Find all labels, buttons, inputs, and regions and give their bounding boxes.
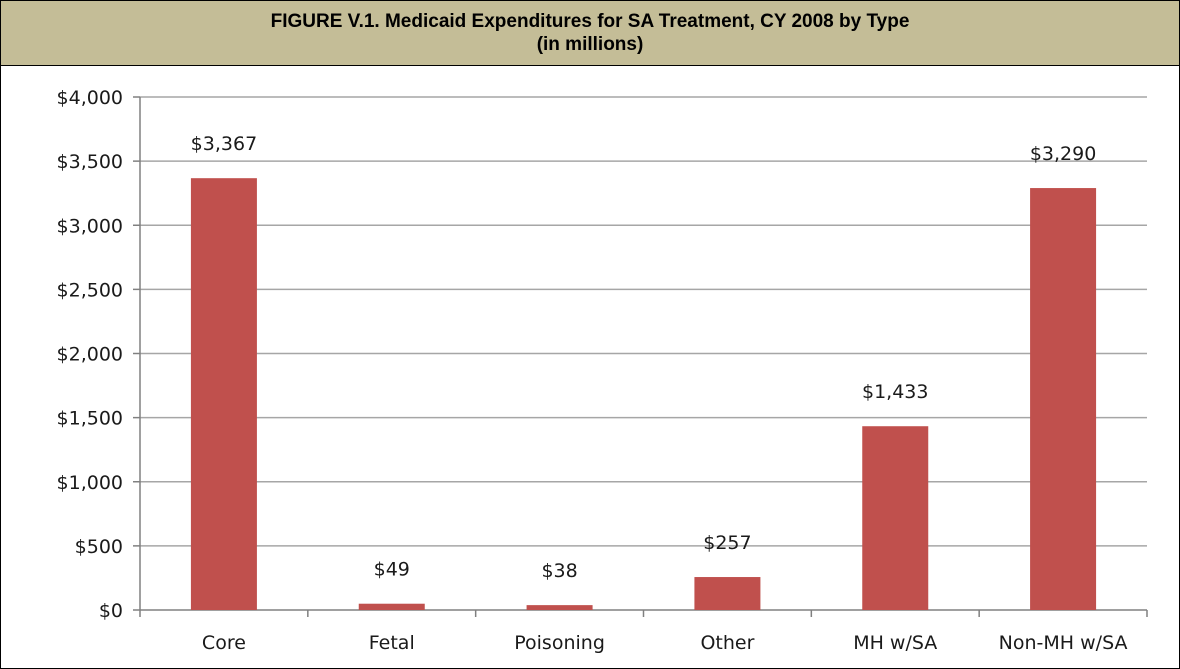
bar — [694, 577, 761, 610]
data-label: $257 — [703, 532, 751, 554]
data-label: $1,433 — [862, 381, 928, 403]
x-tick-label: Other — [700, 632, 754, 654]
y-tick-label: $3,000 — [57, 215, 123, 237]
y-tick-label: $1,000 — [57, 472, 123, 494]
x-tick-label: Fetal — [369, 632, 415, 654]
data-label: $38 — [541, 560, 577, 582]
figure-title: FIGURE V.1. Medicaid Expenditures for SA… — [270, 11, 910, 32]
data-label: $49 — [374, 559, 410, 581]
x-tick-label: Core — [202, 632, 246, 654]
x-tick-label: MH w/SA — [853, 632, 937, 654]
y-tick-label: $3,500 — [57, 151, 123, 173]
bar — [526, 605, 593, 610]
y-tick-label: $2,500 — [57, 279, 123, 301]
figure-subtitle: (in millions) — [536, 34, 644, 55]
bar — [1030, 188, 1097, 610]
y-tick-label: $0 — [99, 600, 123, 622]
data-label: $3,290 — [1030, 143, 1096, 165]
bar — [358, 603, 425, 610]
data-label: $3,367 — [191, 133, 257, 155]
bar — [190, 178, 257, 610]
x-tick-label: Non-MH w/SA — [999, 632, 1128, 654]
y-tick-label: $4,000 — [57, 87, 123, 109]
bar-chart: $0 $500 $1,000 $1,500 $2,000 $2,500 $3,000 $3,5… — [57, 87, 1148, 654]
y-tick-label: $500 — [75, 536, 123, 558]
y-tick-label: $2,000 — [57, 344, 123, 366]
x-tick-label: Poisoning — [514, 632, 605, 654]
y-tick-label: $1,500 — [57, 408, 123, 430]
figure-header: FIGURE V.1. Medicaid Expenditures for SA… — [1, 1, 1179, 66]
bar — [862, 426, 929, 610]
